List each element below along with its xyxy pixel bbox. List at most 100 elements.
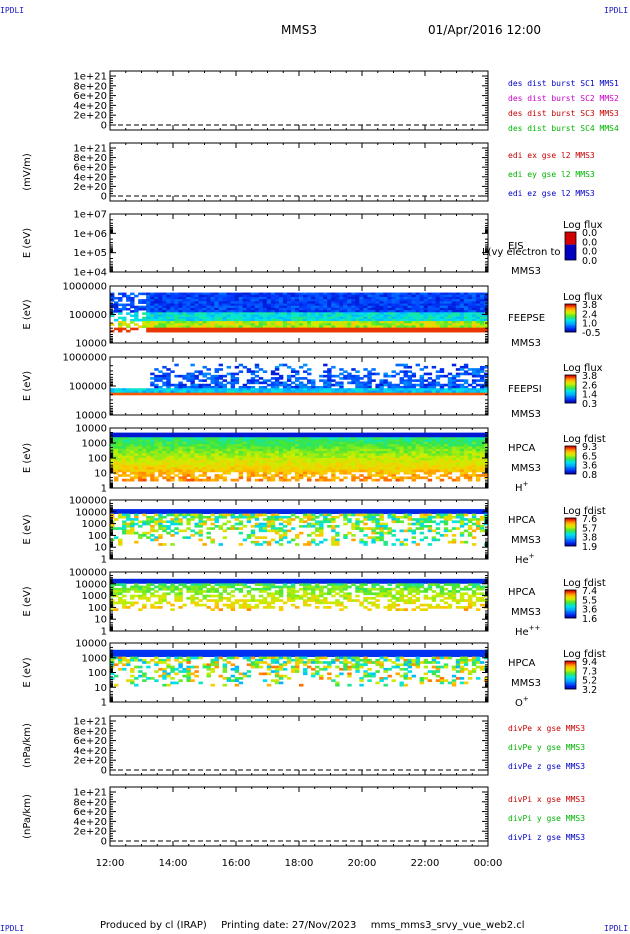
spectrogram-cell bbox=[367, 318, 372, 322]
spectrogram-cell bbox=[290, 294, 296, 298]
spectrogram-cell bbox=[282, 316, 288, 320]
spectrogram-cell bbox=[327, 392, 332, 396]
spectrogram-cell bbox=[343, 460, 348, 464]
spectrogram-cell bbox=[375, 451, 380, 454]
spectrogram-cell bbox=[182, 467, 187, 470]
spectrogram-cell bbox=[218, 374, 223, 378]
spectrogram-cell bbox=[170, 383, 175, 387]
spectrogram-cell bbox=[178, 471, 183, 475]
spectrogram-cell bbox=[363, 296, 368, 300]
spectrogram-cell bbox=[206, 467, 211, 470]
spectrogram-cell bbox=[262, 460, 268, 464]
spectrogram-cell bbox=[315, 294, 320, 298]
spectrogram-cell bbox=[375, 469, 380, 473]
spectrogram-cell bbox=[210, 296, 215, 300]
spectrogram-cell bbox=[451, 318, 457, 322]
spectrogram-cell bbox=[471, 379, 477, 382]
spectrogram-cell bbox=[266, 316, 272, 320]
spectrogram-cell bbox=[419, 318, 425, 322]
spectrogram-cell bbox=[142, 455, 147, 459]
spectrogram-cell bbox=[274, 299, 280, 302]
spectrogram-cell bbox=[299, 296, 304, 300]
spectrogram-cell bbox=[391, 458, 396, 461]
spectrogram-cell bbox=[299, 455, 304, 459]
spectrogram-cell bbox=[170, 299, 175, 302]
spectrogram-cell bbox=[294, 323, 300, 326]
spectrogram-cell bbox=[258, 310, 264, 313]
spectrogram-cell bbox=[383, 467, 388, 470]
spectrogram-cell bbox=[399, 307, 404, 311]
colorbar-segment bbox=[565, 319, 576, 322]
y-tick-label: 8e+20 bbox=[73, 81, 107, 92]
spectrogram-cell bbox=[303, 458, 308, 461]
spectrogram-cell bbox=[391, 294, 396, 298]
spectrogram-cell bbox=[399, 388, 404, 391]
spectrogram-cell bbox=[114, 453, 119, 457]
spectrogram-cell bbox=[286, 460, 292, 464]
spectrogram-cell bbox=[238, 462, 244, 466]
spectrogram-cell bbox=[307, 455, 312, 459]
spectrogram-cell bbox=[230, 294, 236, 298]
spectrogram-cell bbox=[122, 460, 127, 464]
spectrogram-cell bbox=[435, 388, 441, 391]
spectrogram-cell bbox=[395, 323, 400, 326]
spectrogram-cell bbox=[178, 314, 183, 318]
spectrogram-cell bbox=[379, 464, 384, 468]
spectrogram-cell bbox=[114, 518, 119, 521]
spectrogram-cell bbox=[475, 294, 481, 298]
spectrogram-cell bbox=[383, 469, 388, 473]
spectrogram-cell bbox=[146, 460, 151, 464]
spectrogram-cell bbox=[238, 437, 244, 440]
spectrogram-cell bbox=[150, 446, 155, 450]
spectrogram-cell bbox=[459, 314, 465, 318]
spectrogram-cell bbox=[419, 303, 425, 307]
spectrogram-cell bbox=[407, 458, 412, 461]
spectrogram-cell bbox=[343, 388, 348, 391]
spectrogram-cell bbox=[186, 469, 191, 473]
colorbar-segment bbox=[565, 329, 576, 331]
spectrogram-cell bbox=[479, 318, 485, 322]
spectrogram-cell bbox=[303, 434, 308, 438]
spectrogram-cell bbox=[299, 467, 304, 470]
spectrogram-cell bbox=[307, 325, 312, 329]
spectrogram-cell bbox=[339, 321, 344, 324]
spectrogram-cell bbox=[186, 392, 191, 396]
colorbar-segment bbox=[565, 401, 576, 404]
spectrogram-cell bbox=[315, 455, 320, 459]
spectrogram-cell bbox=[303, 314, 308, 318]
spectrogram-cell bbox=[435, 458, 441, 461]
spectrogram-cell bbox=[254, 474, 260, 477]
spectrogram-cell bbox=[431, 314, 437, 318]
spectrogram-cell bbox=[323, 318, 328, 322]
spectrogram-cell bbox=[463, 451, 469, 454]
spectrogram-cell bbox=[278, 469, 284, 473]
spectrogram-cell bbox=[323, 307, 328, 311]
spectrogram-cell bbox=[439, 368, 445, 371]
spectrogram-cell bbox=[323, 434, 328, 438]
spectrogram-cell bbox=[226, 303, 232, 307]
spectrogram-cell bbox=[379, 292, 384, 296]
spectrogram-cell bbox=[423, 301, 429, 304]
spectrogram-cell bbox=[391, 301, 396, 304]
spectrogram-cell bbox=[403, 464, 408, 468]
spectrogram-cell bbox=[431, 451, 437, 454]
spectrogram-cell bbox=[327, 434, 332, 438]
spectrogram-cell bbox=[363, 299, 368, 302]
spectrogram-cell bbox=[246, 392, 252, 396]
spectrogram-cell bbox=[282, 478, 288, 482]
spectrogram-cell bbox=[290, 469, 296, 473]
spectrogram-cell bbox=[282, 381, 288, 385]
spectrogram-cell bbox=[303, 437, 308, 440]
spectrogram-cell bbox=[142, 476, 147, 480]
spectrogram-cell bbox=[479, 307, 485, 311]
spectrogram-cell bbox=[463, 305, 469, 309]
spectrogram-cell bbox=[222, 448, 228, 452]
spectrogram-cell bbox=[166, 307, 171, 311]
spectrogram-cell bbox=[359, 444, 364, 447]
spectrogram-cell bbox=[407, 434, 412, 438]
spectrogram-cell bbox=[290, 434, 296, 438]
spectrogram-cell bbox=[202, 294, 207, 298]
spectrogram-cell bbox=[407, 329, 412, 333]
spectrogram-cell bbox=[411, 374, 417, 378]
spectrogram-cell bbox=[347, 448, 352, 452]
